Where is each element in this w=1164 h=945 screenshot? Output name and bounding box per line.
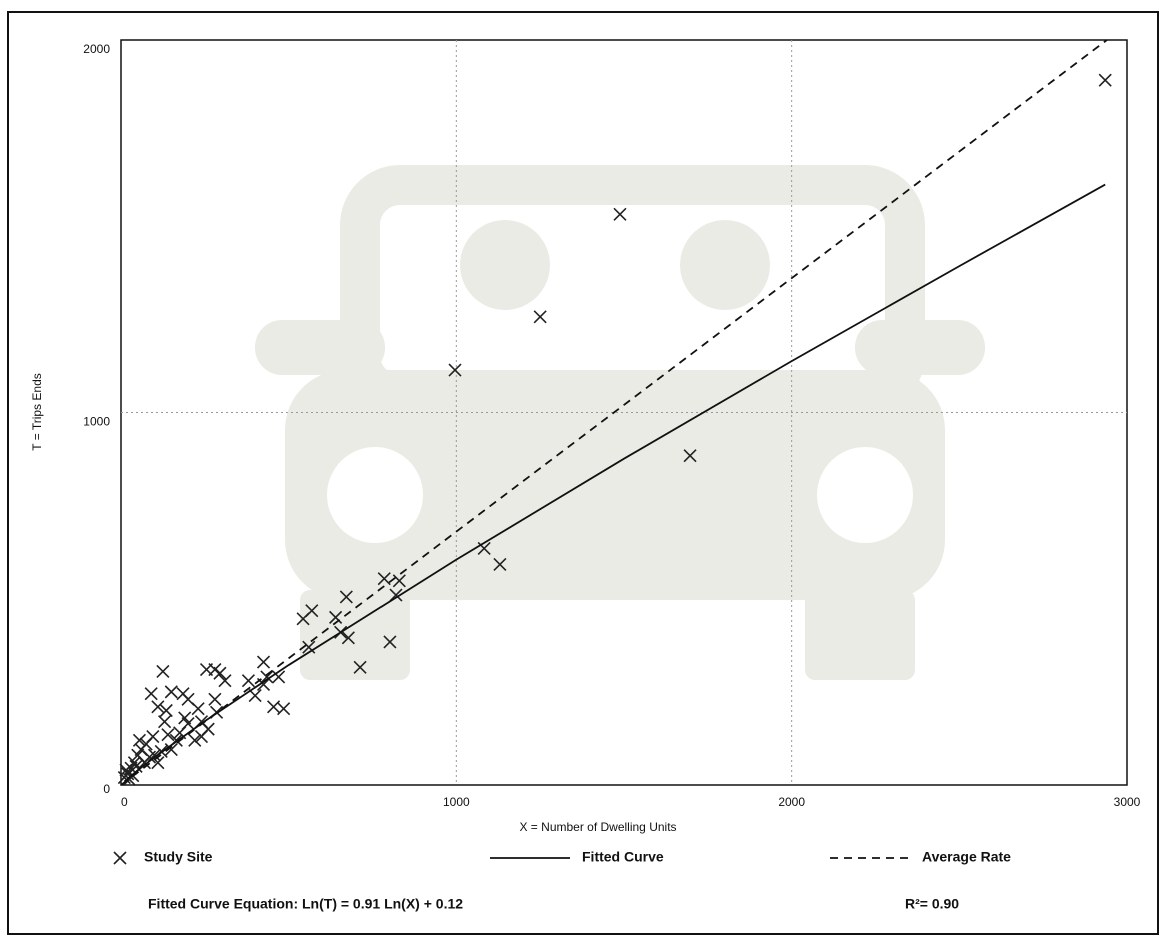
x-tick-label: 2000 — [778, 795, 805, 809]
legend-marker — [113, 851, 127, 865]
y-tick-label: 2000 — [83, 42, 110, 56]
data-point — [302, 640, 316, 654]
car-head — [460, 220, 550, 310]
data-point — [683, 449, 697, 463]
data-point — [339, 590, 353, 604]
car-body — [285, 370, 945, 600]
car-mirror — [855, 320, 985, 375]
car-wheel — [805, 590, 915, 680]
data-point — [329, 610, 343, 624]
data-point — [241, 674, 255, 688]
y-tick-label: 1000 — [83, 415, 110, 429]
data-point — [142, 750, 157, 764]
data-point — [208, 692, 222, 706]
car-light — [327, 447, 423, 543]
data-point — [218, 674, 232, 688]
x-tick-label: 0 — [121, 795, 128, 809]
data-point — [191, 702, 205, 716]
trend-line — [123, 183, 1106, 783]
data-point — [1098, 73, 1112, 87]
trend-line — [120, 39, 1108, 786]
data-point — [156, 664, 170, 678]
data-point — [164, 685, 178, 699]
data-point — [161, 728, 175, 742]
data-point — [188, 733, 202, 747]
data-point — [389, 588, 403, 602]
legend-label: Fitted Curve — [582, 849, 664, 865]
x-tick-label: 3000 — [1114, 795, 1141, 809]
data-point — [533, 310, 547, 324]
data-point — [305, 604, 319, 618]
equation: Fitted Curve Equation: Ln(T) = 0.91 Ln(X… — [148, 896, 463, 912]
legend-label: Study Site — [144, 849, 213, 865]
car-mirror — [255, 320, 385, 375]
data-point — [178, 711, 192, 725]
data-point — [272, 670, 286, 684]
data-point — [383, 635, 397, 649]
r-squared: R²= 0.90 — [905, 896, 959, 912]
data-point — [132, 733, 147, 747]
data-point — [277, 702, 291, 716]
car-wheel — [300, 590, 410, 680]
data-point — [341, 631, 355, 645]
data-point — [129, 759, 143, 773]
y-tick-label: 0 — [103, 782, 110, 796]
data-point — [194, 730, 209, 744]
car-head — [680, 220, 770, 310]
data-point — [613, 207, 627, 221]
data-point — [493, 557, 507, 572]
data-point — [248, 689, 262, 703]
legend-label: Average Rate — [922, 849, 1011, 865]
data-point — [256, 655, 271, 669]
y-axis-title: T = Trips Ends — [30, 373, 44, 450]
data-point — [151, 700, 165, 714]
data-point — [377, 572, 391, 586]
data-point — [448, 363, 462, 377]
data-point — [392, 574, 406, 588]
x-axis-title: X = Number of Dwelling Units — [519, 820, 676, 834]
data-point — [353, 660, 367, 674]
data-point — [144, 687, 158, 701]
data-point — [260, 670, 274, 684]
car-watermark — [255, 165, 985, 680]
data-point — [199, 662, 214, 677]
data-point — [146, 730, 160, 744]
x-tick-label: 1000 — [443, 795, 470, 809]
car-light — [817, 447, 913, 543]
data-point — [158, 715, 172, 729]
data-point — [159, 703, 173, 718]
